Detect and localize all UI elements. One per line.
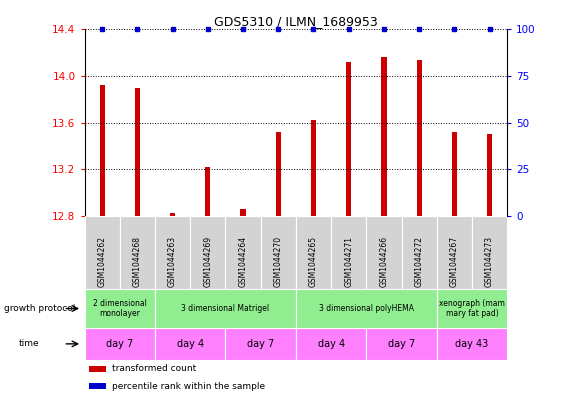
Bar bbox=[190, 216, 226, 289]
Text: day 4: day 4 bbox=[318, 339, 345, 349]
Text: transformed count: transformed count bbox=[112, 364, 196, 373]
Text: 2 dimensional
monolayer: 2 dimensional monolayer bbox=[93, 299, 147, 318]
Text: 3 dimensional polyHEMA: 3 dimensional polyHEMA bbox=[319, 304, 414, 313]
Bar bbox=[402, 216, 437, 289]
Text: GSM1044263: GSM1044263 bbox=[168, 235, 177, 286]
Bar bbox=[226, 328, 296, 360]
Bar bbox=[437, 216, 472, 289]
Text: day 7: day 7 bbox=[388, 339, 415, 349]
Bar bbox=[135, 88, 140, 216]
Text: GSM1044273: GSM1044273 bbox=[485, 235, 494, 286]
Bar bbox=[276, 132, 281, 216]
Bar bbox=[452, 132, 457, 216]
Text: GSM1044264: GSM1044264 bbox=[238, 235, 248, 286]
Bar bbox=[487, 134, 492, 216]
Bar bbox=[170, 213, 175, 216]
Bar bbox=[331, 216, 366, 289]
Bar bbox=[296, 216, 331, 289]
Bar bbox=[85, 289, 155, 328]
Text: GSM1044266: GSM1044266 bbox=[380, 235, 388, 286]
Bar bbox=[437, 328, 507, 360]
Bar bbox=[261, 216, 296, 289]
Text: GSM1044272: GSM1044272 bbox=[415, 236, 424, 286]
Bar bbox=[366, 328, 437, 360]
Bar bbox=[85, 216, 120, 289]
Text: GSM1044267: GSM1044267 bbox=[450, 235, 459, 286]
Text: day 7: day 7 bbox=[106, 339, 134, 349]
Text: percentile rank within the sample: percentile rank within the sample bbox=[112, 382, 265, 391]
Bar bbox=[120, 216, 155, 289]
Text: GSM1044270: GSM1044270 bbox=[274, 235, 283, 286]
Bar bbox=[437, 289, 507, 328]
Text: day 4: day 4 bbox=[177, 339, 204, 349]
Bar bbox=[205, 167, 210, 216]
Text: day 7: day 7 bbox=[247, 339, 274, 349]
Text: time: time bbox=[19, 340, 39, 348]
Text: day 43: day 43 bbox=[455, 339, 489, 349]
Bar bbox=[226, 216, 261, 289]
Text: GSM1044271: GSM1044271 bbox=[344, 236, 353, 286]
Text: GSM1044269: GSM1044269 bbox=[203, 235, 212, 286]
Bar bbox=[472, 216, 507, 289]
Bar bbox=[346, 62, 352, 216]
Text: GSM1044268: GSM1044268 bbox=[133, 236, 142, 286]
Text: growth protocol: growth protocol bbox=[4, 304, 76, 313]
Bar bbox=[296, 328, 366, 360]
Title: GDS5310 / ILMN_1689953: GDS5310 / ILMN_1689953 bbox=[214, 15, 378, 28]
Bar bbox=[311, 121, 316, 216]
Bar bbox=[240, 209, 245, 216]
Bar bbox=[155, 289, 296, 328]
Bar bbox=[416, 60, 422, 216]
Text: 3 dimensional Matrigel: 3 dimensional Matrigel bbox=[181, 304, 269, 313]
Bar bbox=[89, 366, 106, 372]
Text: GSM1044265: GSM1044265 bbox=[309, 235, 318, 286]
Bar bbox=[155, 328, 226, 360]
Bar bbox=[155, 216, 190, 289]
Bar bbox=[85, 328, 155, 360]
Text: xenograph (mam
mary fat pad): xenograph (mam mary fat pad) bbox=[439, 299, 505, 318]
Bar bbox=[366, 216, 402, 289]
Bar bbox=[100, 86, 105, 216]
Bar bbox=[89, 383, 106, 389]
Bar bbox=[381, 57, 387, 216]
Text: GSM1044262: GSM1044262 bbox=[97, 236, 107, 286]
Bar bbox=[296, 289, 437, 328]
